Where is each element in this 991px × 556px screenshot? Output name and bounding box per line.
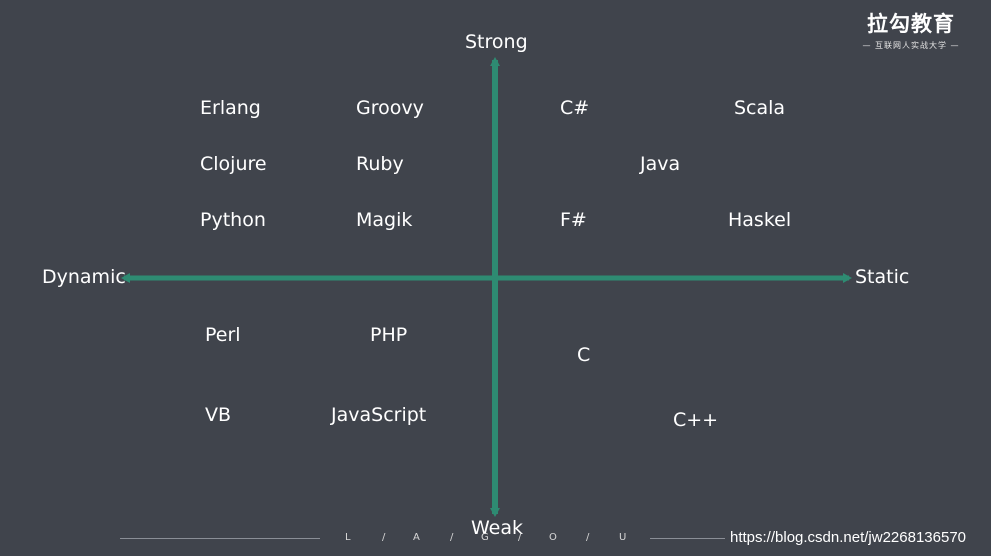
language-label-ruby: Ruby (356, 153, 404, 175)
footer-divider-left (120, 538, 320, 539)
footer-letter: / (586, 532, 590, 543)
source-watermark: https://blog.csdn.net/jw2268136570 (730, 529, 967, 546)
axis-label-dynamic: Dynamic (42, 266, 126, 288)
axis-label-weak: Weak (471, 517, 524, 539)
language-label-fsharp: F# (560, 209, 587, 231)
axis-label-static: Static (855, 266, 910, 288)
language-label-erlang: Erlang (200, 97, 261, 119)
footer-letter: G (481, 532, 489, 543)
language-label-javascript: JavaScript (331, 404, 427, 426)
axis-label-strong: Strong (465, 31, 528, 53)
arrow-right-icon (843, 273, 852, 283)
footer-letter: / (518, 532, 522, 543)
language-label-groovy: Groovy (356, 97, 424, 119)
language-label-php: PHP (370, 324, 408, 346)
footer-divider-right (650, 538, 725, 539)
language-label-haskel: Haskel (728, 209, 792, 231)
footer-letter: / (450, 532, 454, 543)
logo-title: 拉勾教育 (867, 12, 955, 36)
language-label-csharp: C# (560, 97, 590, 119)
footer-letter: O (549, 532, 557, 543)
footer-letter: / (382, 532, 386, 543)
language-label-magik: Magik (356, 209, 413, 231)
language-label-vb: VB (205, 404, 232, 426)
arrow-up-icon (490, 57, 500, 66)
language-label-python: Python (200, 209, 266, 231)
footer-letter: A (413, 532, 420, 543)
logo-subtitle: — 互联网人实战大学 — (862, 41, 960, 51)
language-label-perl: Perl (205, 324, 241, 346)
arrow-down-icon (490, 508, 500, 517)
footer-letter: U (619, 532, 627, 543)
language-label-clojure: Clojure (200, 153, 267, 175)
language-label-cpp: C++ (673, 409, 719, 431)
brand-logo: 拉勾教育 — 互联网人实战大学 — (858, 12, 964, 51)
language-label-c: C (577, 344, 591, 366)
language-label-scala: Scala (734, 97, 786, 119)
footer-letter: L (345, 532, 351, 543)
language-label-java: Java (640, 153, 681, 175)
arrow-left-icon (121, 273, 130, 283)
